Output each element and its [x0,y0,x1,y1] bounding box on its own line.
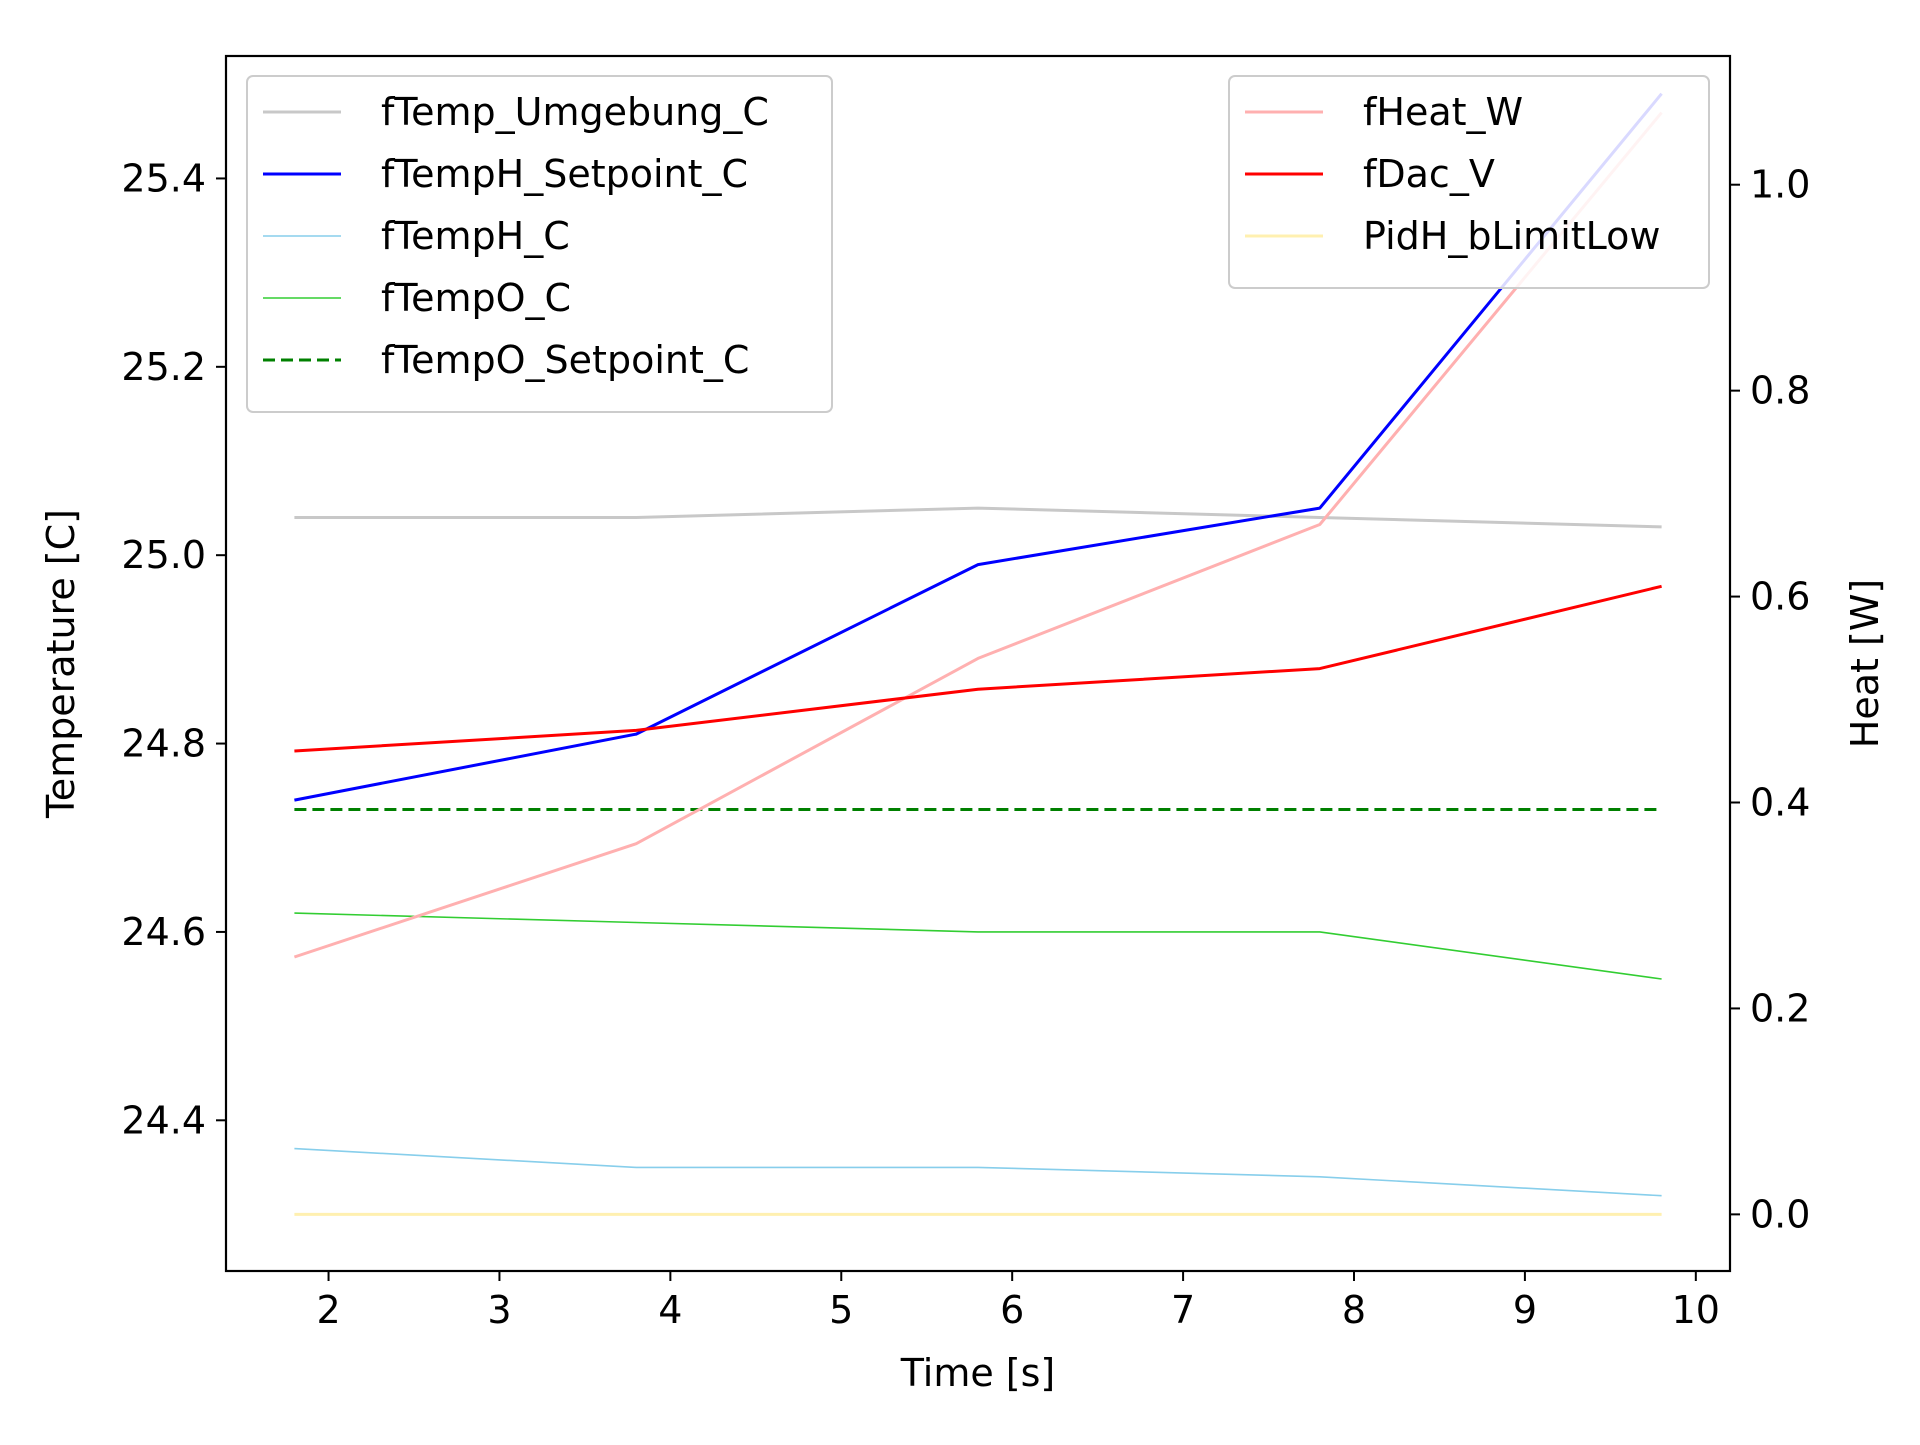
series-layer [293,92,1663,1216]
y-tick-label: 25.0 [121,533,206,577]
axes-layer: 2 3 4 5 6 7 8 9 10 24.4 24.6 24.8 25.0 25.2 25.4 0.0 0.2… [121,156,1810,1332]
y2-tick-label: 0.8 [1750,369,1810,413]
legend-label-fTempO_C: fTempO_C [381,276,571,320]
y-tick-label: 24.6 [121,910,206,954]
y2-tick-label: 1.0 [1750,163,1810,207]
legend-right: fHeat_W fDac_V PidH_bLimitLow [1228,75,1710,289]
x-tick-label: 5 [829,1288,853,1332]
series-line-fTempH_Setpoint_C [294,92,1663,802]
legend-label-fTemp_Umgebung_C: fTemp_Umgebung_C [381,90,769,134]
legend-label-fTempO_Setpoint_C: fTempO_Setpoint_C [381,338,749,382]
series-line-fTempO_C [294,912,1662,980]
legend-label-fTempH_C: fTempH_C [381,214,570,258]
legend-label-fHeat_W: fHeat_W [1363,90,1523,134]
x-tick-label: 3 [487,1288,511,1332]
y2-tick-label: 0.0 [1750,1192,1810,1236]
x-tick-label: 10 [1672,1288,1720,1332]
y-axis-title: Temperature [C] [39,509,83,819]
y-tick-label: 24.8 [121,722,206,766]
y-tick-label: 25.2 [121,345,206,389]
legend-label-fTempH_Setpoint_C: fTempH_Setpoint_C [381,152,748,196]
legend-label-fDac_V: fDac_V [1363,152,1495,196]
plot-frame [224,54,1732,1273]
x-tick-label: 6 [1000,1288,1024,1332]
y2-tick-label: 0.4 [1750,781,1810,825]
series-line-fTempH_C [294,1147,1662,1197]
y-tick-label: 24.4 [121,1098,206,1142]
series-line-fDac_V [294,584,1662,753]
y2-tick-label: 0.2 [1750,986,1810,1030]
x-tick-label: 4 [658,1288,682,1332]
legend-label-PidH_bLimitLow: PidH_bLimitLow [1363,214,1661,258]
y2-tick-label: 0.6 [1750,575,1810,619]
x-tick-label: 8 [1342,1288,1366,1332]
y-tick-label: 25.4 [121,156,206,200]
x-tick-label: 2 [316,1288,340,1332]
y2-axis-title: Heat [W] [1843,579,1887,748]
series-line-fTemp_Umgebung_C [294,506,1662,529]
legend-box [1228,75,1710,289]
legend-left: fTemp_Umgebung_C fTempH_Setpoint_C fTempH_… [246,75,833,413]
series-line-fHeat_W [293,111,1663,959]
x-tick-label: 7 [1171,1288,1195,1332]
x-axis-title: Time [s] [900,1351,1056,1395]
legend-box [246,75,833,413]
x-tick-label: 9 [1513,1288,1537,1332]
